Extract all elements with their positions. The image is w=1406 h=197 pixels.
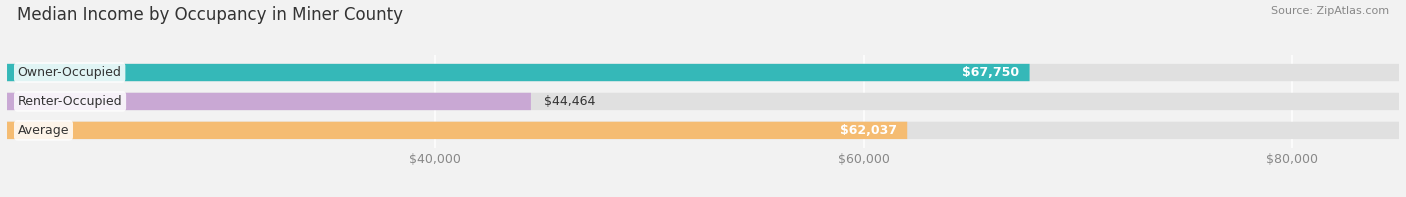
Text: Average: Average — [18, 124, 69, 137]
FancyBboxPatch shape — [7, 93, 1399, 110]
FancyBboxPatch shape — [7, 64, 1399, 81]
Text: Renter-Occupied: Renter-Occupied — [18, 95, 122, 108]
Text: Owner-Occupied: Owner-Occupied — [18, 66, 121, 79]
Text: Median Income by Occupancy in Miner County: Median Income by Occupancy in Miner Coun… — [17, 6, 404, 24]
Text: $44,464: $44,464 — [544, 95, 595, 108]
FancyBboxPatch shape — [7, 64, 1029, 81]
FancyBboxPatch shape — [7, 93, 531, 110]
Text: $67,750: $67,750 — [962, 66, 1019, 79]
Text: Source: ZipAtlas.com: Source: ZipAtlas.com — [1271, 6, 1389, 16]
FancyBboxPatch shape — [7, 122, 907, 139]
Text: $62,037: $62,037 — [839, 124, 897, 137]
FancyBboxPatch shape — [7, 122, 1399, 139]
